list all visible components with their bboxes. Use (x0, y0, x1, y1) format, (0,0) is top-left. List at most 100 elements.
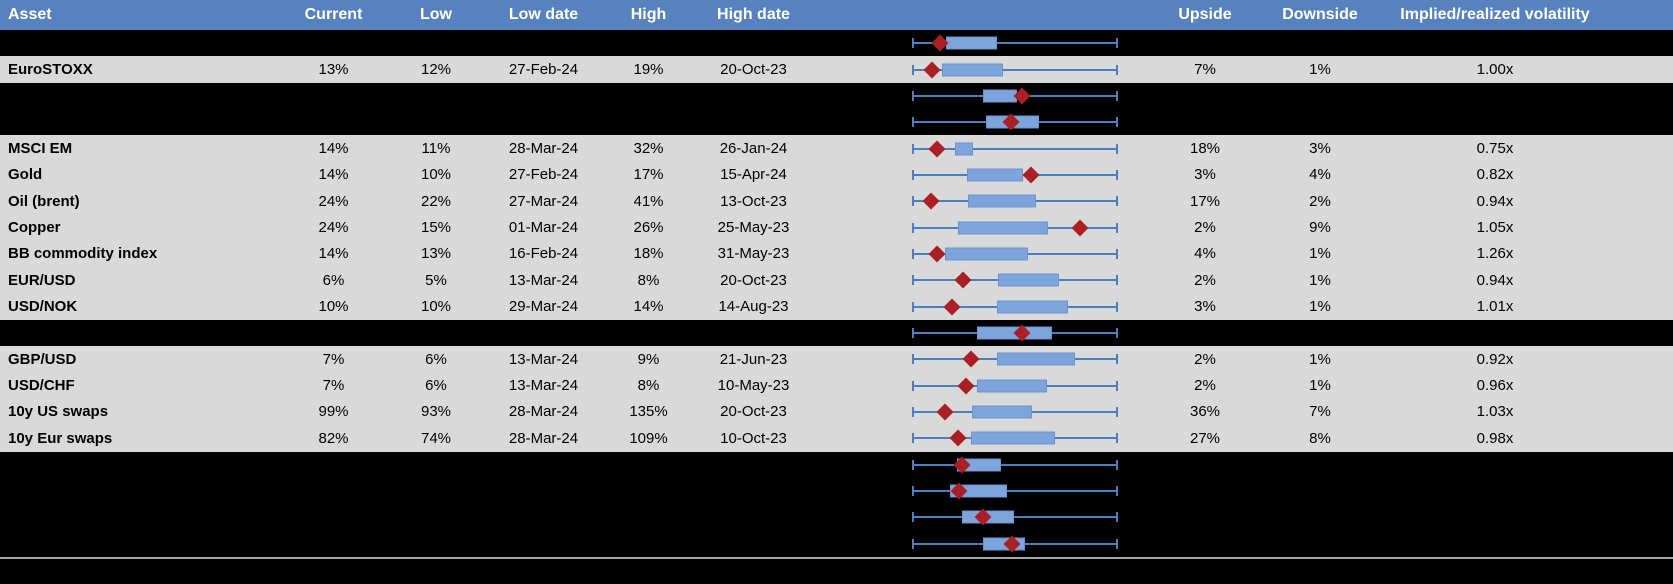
current-cell: 10% (318, 298, 349, 316)
whisker-cap-right (1116, 117, 1118, 128)
whisker-cap-left (912, 538, 914, 549)
implied-realized-cell: 1.01x (1476, 298, 1514, 316)
table-row: Gold 14% 10% 27-Feb-24 17% 15-Apr-24 3% … (0, 161, 1673, 189)
high-cell: 26% (633, 219, 664, 237)
volatility-range-chart-cell (810, 346, 1130, 372)
whisker-cap-left (912, 143, 914, 154)
whisker-cap-left (912, 486, 914, 497)
current-value-diamond-marker (949, 429, 967, 447)
downside-cell: 9% (1309, 219, 1331, 237)
table-row: 10y Eur swaps 82% 74% 28-Mar-24 109% 10-… (0, 425, 1673, 452)
volatility-range-chart-cell (810, 425, 1130, 451)
downside-cell: 4% (1309, 166, 1331, 184)
current-cell: 14% (318, 245, 349, 263)
whisker-cap-right (1116, 275, 1118, 286)
current-value-diamond-marker (957, 377, 975, 395)
implied-realized-cell: 1.05x (1476, 219, 1514, 237)
asset-cell: EuroSTOXX (8, 61, 93, 79)
volatility-range-chart-cell (810, 267, 1130, 293)
upside-cell: 2% (1194, 377, 1216, 395)
boxplot (912, 241, 1118, 267)
downside-cell: 2% (1309, 192, 1331, 210)
whisker-cap-right (1116, 222, 1118, 233)
whisker-cap-right (1116, 486, 1118, 497)
table-row (0, 319, 1673, 347)
whisker-cap-right (1116, 38, 1118, 49)
asset-cell: USD/NOK (8, 298, 78, 316)
volatility-range-chart-cell (810, 188, 1130, 214)
iqr-box (955, 142, 973, 156)
current-cell: 24% (318, 219, 349, 237)
low-date-cell: 28-Mar-24 (508, 140, 579, 158)
high-cell: 18% (633, 245, 664, 263)
high-cell: 8% (637, 377, 660, 395)
iqr-box (967, 168, 1024, 182)
implied-realized-cell: 1.00x (1476, 61, 1514, 79)
current-cell: 24% (318, 192, 349, 210)
boxplot (912, 83, 1118, 109)
col-header-high: High (630, 6, 667, 23)
high-date-cell: 20-Oct-23 (720, 403, 787, 421)
upside-cell: 2% (1194, 350, 1216, 368)
upside-cell: 2% (1194, 219, 1216, 237)
bottom-filler (0, 558, 1673, 584)
current-value-diamond-marker (923, 61, 941, 79)
low-cell: 11% (421, 140, 451, 158)
implied-realized-cell: 1.26x (1476, 245, 1514, 263)
low-date-cell: 16-Feb-24 (508, 245, 579, 263)
high-date-cell: 14-Aug-23 (718, 298, 789, 316)
volatility-range-chart-cell (810, 56, 1130, 82)
whisker-cap-left (912, 90, 914, 101)
whisker-line (912, 68, 1118, 71)
volatility-range-chart-cell (810, 372, 1130, 398)
downside-cell: 3% (1309, 140, 1331, 158)
asset-cell: Copper (8, 219, 61, 237)
low-cell: 6% (425, 377, 447, 395)
volatility-range-chart-cell (810, 293, 1130, 319)
table-row (0, 504, 1673, 531)
whisker-cap-right (1116, 459, 1118, 470)
volatility-range-chart-cell (810, 478, 1130, 504)
high-date-cell: 26-Jan-24 (719, 140, 788, 158)
boxplot (912, 214, 1118, 240)
volatility-range-chart-cell (810, 531, 1130, 557)
table-row: Oil (brent) 24% 22% 27-Mar-24 41% 13-Oct… (0, 188, 1673, 215)
table-row (0, 530, 1673, 557)
implied-realized-cell: 0.98x (1476, 429, 1514, 447)
table-row: EUR/USD 6% 5% 13-Mar-24 8% 20-Oct-23 2% … (0, 267, 1673, 294)
high-cell: 19% (633, 61, 664, 79)
table-row (0, 477, 1673, 505)
table-row (0, 451, 1673, 478)
bottom-separator-line (0, 556, 1673, 559)
boxplot (912, 478, 1118, 504)
upside-cell: 17% (1189, 192, 1221, 210)
low-date-cell: 13-Mar-24 (508, 377, 579, 395)
upside-cell: 4% (1194, 245, 1216, 263)
current-cell: 14% (318, 140, 349, 158)
table-body: EuroSTOXX 13% 12% 27-Feb-24 19% 20-Oct-2… (0, 30, 1673, 557)
whisker-cap-right (1116, 433, 1118, 444)
high-cell: 8% (637, 271, 660, 289)
upside-cell: 18% (1189, 140, 1221, 158)
asset-cell: USD/CHF (8, 377, 75, 395)
low-date-cell: 13-Mar-24 (508, 271, 579, 289)
boxplot (912, 425, 1118, 451)
upside-cell: 36% (1189, 403, 1221, 421)
iqr-box (977, 379, 1047, 393)
col-header-upside: Upside (1178, 6, 1232, 23)
current-cell: 7% (322, 377, 345, 395)
volatility-range-chart-cell (810, 30, 1130, 56)
high-cell: 17% (633, 166, 664, 184)
volatility-range-chart-cell (810, 214, 1130, 240)
whisker-cap-left (912, 433, 914, 444)
high-cell: 14% (633, 298, 664, 316)
low-cell: 6% (425, 350, 447, 368)
col-header-low-date: Low date (508, 6, 579, 23)
implied-realized-cell: 0.82x (1476, 166, 1514, 184)
table-row: MSCI EM 14% 11% 28-Mar-24 32% 26-Jan-24 … (0, 135, 1673, 162)
current-value-diamond-marker (943, 298, 961, 316)
table-row: USD/CHF 7% 6% 13-Mar-24 8% 10-May-23 2% … (0, 372, 1673, 399)
table-row (0, 82, 1673, 110)
implied-realized-cell: 1.03x (1476, 403, 1514, 421)
current-value-diamond-marker (936, 403, 954, 421)
